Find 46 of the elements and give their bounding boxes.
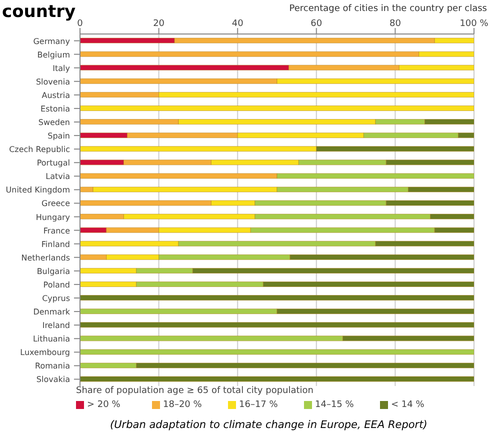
y-tick-label: Bulgaria	[36, 266, 70, 276]
bar	[80, 322, 474, 328]
bar	[80, 349, 474, 355]
y-tick-label: Finland	[41, 240, 70, 249]
y-tick-label: United Kingdom	[6, 186, 70, 195]
x-tick-label: 40	[232, 19, 244, 29]
text: (Urban adaptation to climate change in Europe, EEA Report)	[110, 419, 428, 431]
y-tick-label: Luxembourg	[20, 348, 70, 358]
y-tick-label: Slovakia	[36, 375, 70, 384]
y-tick-label: Slovenia	[36, 77, 70, 86]
y-tick-label: Lithuania	[32, 334, 70, 344]
y-tick-label: Germany	[33, 36, 70, 46]
y-tick-label: Latvia	[46, 172, 70, 182]
y-tick-label: Sweden	[38, 118, 70, 127]
chart-title: country	[2, 2, 76, 22]
y-tick-label: Greece	[42, 199, 70, 208]
y-tick-label: Spain	[48, 132, 70, 141]
legend-title: Share of population age ≥ 65 of total city population	[76, 386, 314, 396]
y-tick-label: France	[43, 226, 70, 236]
x-tick-label: 20	[153, 19, 165, 29]
legend-label: 16–17 %	[238, 400, 279, 410]
y-tick-label: Italy	[52, 64, 70, 73]
y-tick-label: Austria	[42, 90, 70, 100]
y-tick-label: Portugal	[36, 158, 70, 168]
x-tick-label: 60	[310, 19, 322, 29]
legend-label: 18–20 %	[162, 400, 203, 410]
y-tick-label: Denmark	[33, 308, 70, 317]
x-tick-label: 0	[77, 19, 84, 29]
x-axis-title: Percentage of cities in the country per class	[289, 4, 487, 14]
x-tick-label: 100 %	[460, 19, 489, 29]
y-tick-label: Poland	[43, 280, 70, 290]
y-tick-label: Ireland	[42, 321, 70, 330]
bar	[80, 376, 474, 382]
y-tick-label: Netherlands	[21, 253, 70, 262]
y-tick-label: Hungary	[36, 212, 70, 222]
x-tick-label: 80	[389, 19, 402, 29]
legend-label: > 20 %	[86, 400, 122, 410]
y-tick-label: Romania	[35, 362, 70, 371]
y-tick-label: Czech Republic	[9, 145, 70, 154]
y-tick-label: Belgium	[37, 50, 70, 60]
y-tick-label: Estonia	[40, 104, 70, 114]
bar	[80, 295, 474, 300]
legend-label: 14–15 %	[314, 400, 355, 410]
legend-label: < 14 %	[390, 400, 426, 410]
y-tick-label: Cyprus	[42, 294, 70, 303]
bar	[80, 106, 474, 111]
